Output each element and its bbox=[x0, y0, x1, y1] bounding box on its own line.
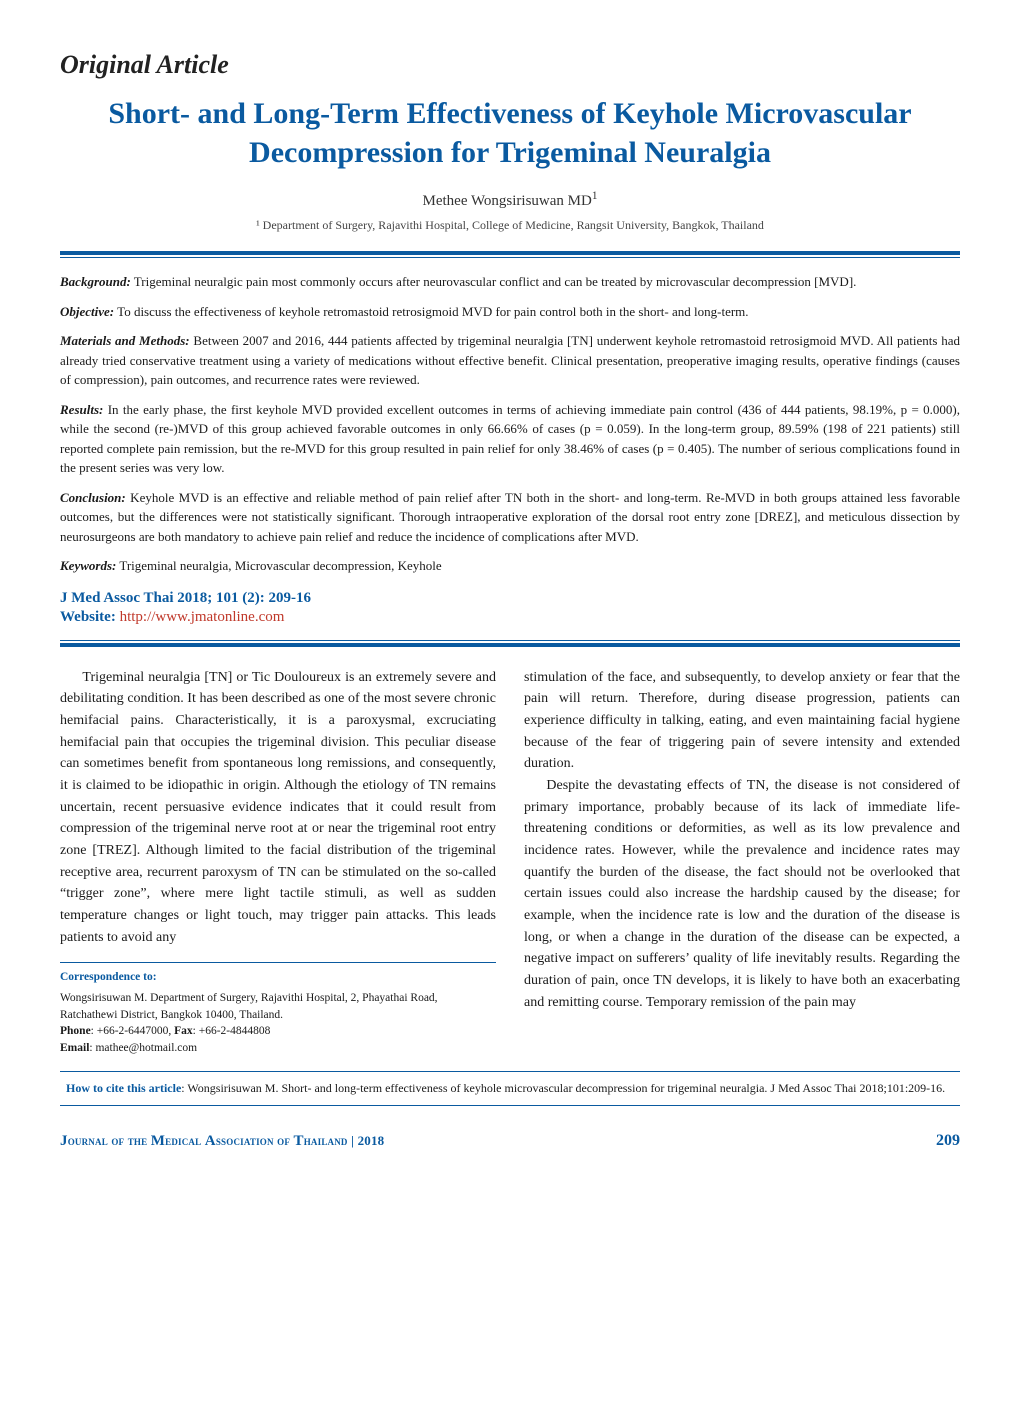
fax-label: Fax bbox=[174, 1025, 193, 1037]
body-para-2: stimulation of the face, and subsequentl… bbox=[524, 667, 960, 775]
howto-label: How to cite this article bbox=[66, 1081, 181, 1095]
results-label: Results: bbox=[60, 402, 103, 417]
body-para-3: Despite the devastating effects of TN, t… bbox=[524, 775, 960, 1014]
affiliation: ¹ Department of Surgery, Rajavithi Hospi… bbox=[60, 218, 960, 233]
how-to-cite-box: How to cite this article: Wongsirisuwan … bbox=[60, 1071, 960, 1106]
abstract-methods: Materials and Methods: Between 2007 and … bbox=[60, 331, 960, 390]
body-columns: Trigeminal neuralgia [TN] or Tic Doulour… bbox=[60, 667, 960, 1057]
abstract-objective: Objective: To discuss the effectiveness … bbox=[60, 302, 960, 322]
abstract-keywords: Keywords: Trigeminal neuralgia, Microvas… bbox=[60, 556, 960, 576]
phone-label: Phone bbox=[60, 1025, 91, 1037]
objective-text: To discuss the effectiveness of keyhole … bbox=[114, 304, 748, 319]
email-label: Email bbox=[60, 1042, 89, 1054]
abstract-block: Background: Trigeminal neuralgic pain mo… bbox=[60, 272, 960, 576]
article-title: Short- and Long-Term Effectiveness of Ke… bbox=[60, 94, 960, 172]
website-label: Website: bbox=[60, 609, 116, 625]
column-left: Trigeminal neuralgia [TN] or Tic Doulour… bbox=[60, 667, 496, 1057]
website-url[interactable]: http://www.jmatonline.com bbox=[120, 609, 285, 625]
journal-website: Website: http://www.jmatonline.com bbox=[60, 609, 960, 626]
abstract-conclusion: Conclusion: Keyhole MVD is an effective … bbox=[60, 488, 960, 547]
correspondence-box: Correspondence to: Wongsirisuwan M. Depa… bbox=[60, 962, 496, 1056]
methods-label: Materials and Methods: bbox=[60, 333, 190, 348]
objective-label: Objective: bbox=[60, 304, 114, 319]
background-text: Trigeminal neuralgic pain most commonly … bbox=[131, 274, 857, 289]
conclusion-label: Conclusion: bbox=[60, 490, 126, 505]
results-text: In the early phase, the first keyhole MV… bbox=[60, 402, 960, 476]
article-type: Original Article bbox=[60, 50, 960, 80]
footer-page-number: 209 bbox=[936, 1132, 960, 1150]
keywords-label: Keywords: bbox=[60, 558, 116, 573]
rule-mid bbox=[60, 640, 960, 647]
methods-text: Between 2007 and 2016, 444 patients affe… bbox=[60, 333, 960, 387]
email-value: : mathee@hotmail.com bbox=[89, 1042, 197, 1054]
phone-value: : +66-2-6447000, bbox=[91, 1025, 174, 1037]
correspondence-email: Email: mathee@hotmail.com bbox=[60, 1040, 496, 1057]
author-name: Methee Wongsirisuwan MD bbox=[423, 193, 592, 209]
background-label: Background: bbox=[60, 274, 131, 289]
abstract-background: Background: Trigeminal neuralgic pain mo… bbox=[60, 272, 960, 292]
howto-text: : Wongsirisuwan M. Short- and long-term … bbox=[181, 1081, 945, 1095]
fax-value: : +66-2-4844808 bbox=[193, 1025, 271, 1037]
journal-citation: J Med Assoc Thai 2018; 101 (2): 209-16 bbox=[60, 590, 960, 607]
keywords-text: Trigeminal neuralgia, Microvascular deco… bbox=[116, 558, 441, 573]
conclusion-text: Keyhole MVD is an effective and reliable… bbox=[60, 490, 960, 544]
column-right: stimulation of the face, and subsequentl… bbox=[524, 667, 960, 1057]
rule-top bbox=[60, 251, 960, 258]
abstract-results: Results: In the early phase, the first k… bbox=[60, 400, 960, 478]
page-footer: Journal of the Medical Association of Th… bbox=[60, 1132, 960, 1150]
correspondence-header: Correspondence to: bbox=[60, 969, 496, 986]
body-para-1: Trigeminal neuralgia [TN] or Tic Doulour… bbox=[60, 667, 496, 949]
correspondence-phone-fax: Phone: +66-2-6447000, Fax: +66-2-4844808 bbox=[60, 1023, 496, 1040]
author-line: Methee Wongsirisuwan MD1 bbox=[60, 190, 960, 210]
footer-journal: Journal of the Medical Association of Th… bbox=[60, 1133, 384, 1150]
correspondence-address: Wongsirisuwan M. Department of Surgery, … bbox=[60, 990, 496, 1023]
author-sup: 1 bbox=[592, 190, 598, 202]
